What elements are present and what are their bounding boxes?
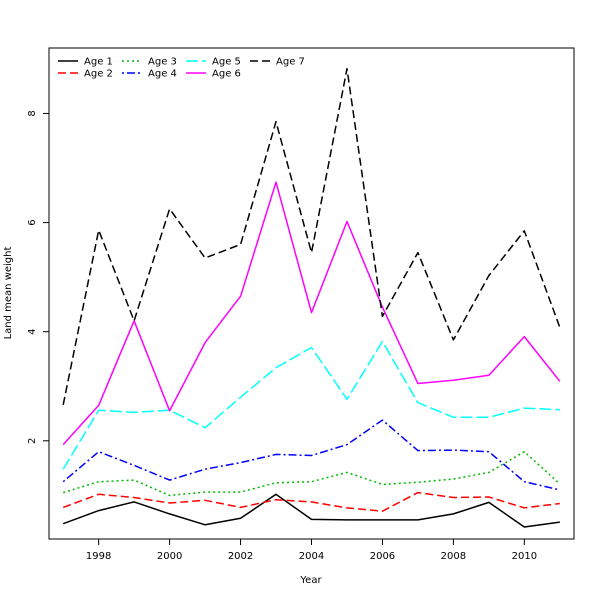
legend-label: Age 4	[148, 69, 177, 80]
legend-label: Age 6	[212, 69, 241, 80]
legend-label: Age 7	[276, 57, 305, 68]
series-line-age-1	[62, 493, 560, 528]
series-line-age-6	[62, 181, 561, 446]
y-tick-label: 8	[27, 110, 38, 116]
x-tick-label: 2008	[441, 551, 466, 562]
y-axis-label: Land mean weight	[3, 247, 14, 340]
y-tick-label: 2	[27, 438, 38, 444]
x-tick-label: 1998	[86, 551, 111, 562]
series-line-age-4	[62, 419, 560, 491]
y-tick-label: 6	[27, 219, 38, 225]
x-axis: 1998 2000 2002 2004 2006 2008 2010	[86, 539, 537, 562]
legend-label: Age 2	[84, 69, 113, 80]
legend-label: Age 5	[212, 57, 241, 68]
x-tick-label: 2000	[157, 551, 182, 562]
x-tick-label: 2006	[370, 551, 395, 562]
x-tick-label: 2002	[228, 551, 253, 562]
series-line-age-5	[62, 340, 560, 470]
series-line-age-7	[62, 67, 561, 405]
legend-label: Age 3	[148, 57, 177, 68]
series-line-age-2	[62, 491, 560, 512]
series-line-age-3	[62, 450, 561, 497]
series-layer	[62, 67, 561, 528]
y-tick-label: 4	[27, 329, 38, 335]
x-tick-label: 2004	[299, 551, 324, 562]
y-axis: 2 4 6 8	[27, 110, 49, 444]
x-axis-label: Year	[299, 575, 322, 586]
legend-label: Age 1	[84, 57, 113, 68]
x-tick-label: 2010	[512, 551, 537, 562]
